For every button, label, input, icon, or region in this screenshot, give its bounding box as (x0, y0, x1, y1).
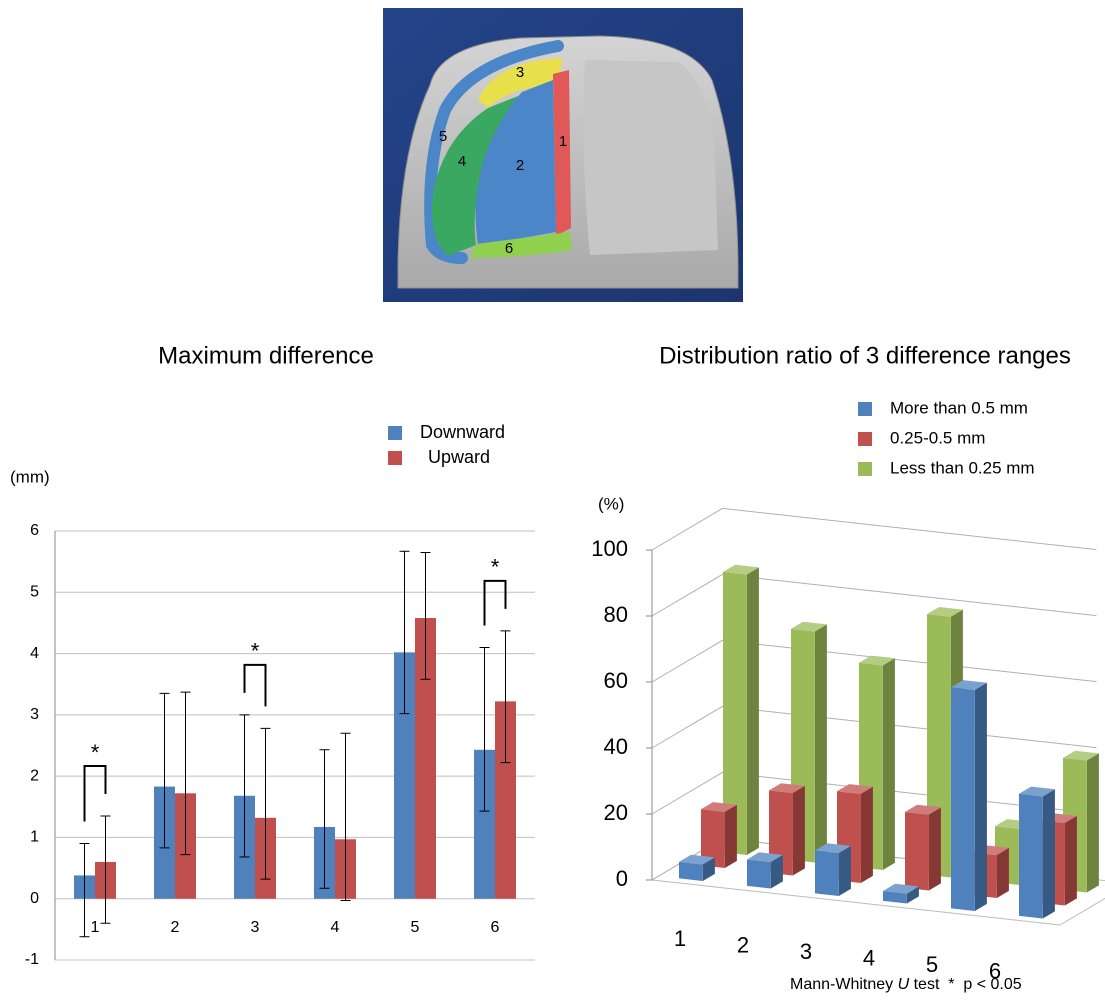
x-tick-label: 6 (491, 919, 500, 936)
region-label: 2 (516, 157, 524, 174)
bar-side (747, 567, 759, 855)
y-tick-label: 20 (604, 800, 628, 825)
x-tick-label: 1 (91, 919, 100, 936)
bar-side (793, 786, 805, 876)
chart-title: Distribution ratio of 3 difference range… (659, 342, 1071, 369)
bar-side (997, 848, 1009, 898)
grid-line (652, 508, 1096, 550)
bar (815, 843, 851, 896)
y-tick-label: 0 (616, 866, 628, 891)
y-tick-label: 2 (30, 767, 39, 784)
x-tick-label: 3 (800, 939, 812, 964)
y-tick-label: 60 (604, 668, 628, 693)
y-tick-label: 4 (30, 645, 39, 662)
y-tick-label: 40 (604, 734, 628, 759)
x-tick-label: 4 (863, 945, 875, 970)
legend-label: More than 0.5 mm (890, 398, 1028, 417)
x-tick-label: 2 (737, 932, 749, 957)
y-tick-label: 80 (604, 602, 628, 627)
x-tick-label: 4 (331, 919, 340, 936)
legend-swatch (388, 451, 402, 465)
x-tick-label: 2 (171, 919, 180, 936)
y-tick-label: -1 (25, 951, 39, 968)
bar-side (839, 846, 851, 896)
legend-swatch (858, 402, 872, 416)
legend-label: Less than 0.25 mm (890, 458, 1035, 477)
y-tick-label: 100 (591, 536, 628, 561)
region-1 (553, 70, 571, 236)
bar-side (1087, 753, 1099, 892)
x-tick-label: 6 (989, 958, 1001, 983)
region-label: 3 (516, 64, 524, 81)
bar-front (679, 862, 703, 881)
significance-bracket (85, 766, 106, 822)
bar-front (1019, 794, 1043, 919)
bar-side (1043, 789, 1055, 918)
y-axis-label: (%) (598, 494, 624, 513)
bar-front (747, 859, 771, 888)
bar-side (1065, 816, 1077, 906)
bar-side (725, 805, 737, 868)
x-tick-label: 1 (674, 926, 686, 951)
y-tick-label: 0 (30, 890, 39, 907)
footnote-part: test * p < 0.05 (909, 976, 1022, 993)
grid-line (652, 574, 1096, 616)
footnote-part: Mann-Whitney (790, 976, 898, 993)
bar-side (929, 807, 941, 890)
legend-label: Downward (420, 422, 505, 442)
chart-title: Maximum difference (158, 342, 374, 369)
bar-side (883, 658, 895, 870)
y-tick-label: 5 (30, 584, 39, 601)
y-tick-label: 1 (30, 829, 39, 846)
region-label: 4 (458, 153, 466, 170)
significance-label: * (91, 740, 100, 765)
legend-swatch (858, 432, 872, 446)
footnote-part: U (898, 976, 910, 993)
x-tick-label: 5 (411, 919, 420, 936)
x-tick-label: 3 (251, 919, 260, 936)
legend-label: Upward (428, 447, 490, 467)
figure: 1 2 3 4 5 6 Maximum difference Distribut… (0, 0, 1105, 1000)
region-label: 1 (559, 133, 567, 150)
significance-bracket (245, 665, 266, 706)
y-tick-label: 3 (30, 706, 39, 723)
bar-side (975, 683, 987, 911)
significance-bracket (485, 581, 506, 626)
bar-front (951, 687, 975, 911)
footnote: Mann-Whitney U test * p < 0.05 (790, 976, 1022, 993)
bar (905, 805, 941, 891)
bar (747, 852, 783, 888)
legend-label: 0.25-0.5 mm (890, 428, 985, 447)
bar (1019, 787, 1055, 919)
legend-swatch (388, 426, 402, 440)
y-axis-label: (mm) (10, 467, 50, 486)
bar-front (905, 812, 929, 891)
y-tick-label: 6 (30, 522, 39, 539)
bar-front (815, 850, 839, 896)
page: 1 2 3 4 5 6 Maximum difference Distribut… (0, 0, 1105, 1000)
region-label: 5 (439, 128, 447, 145)
model-palate (583, 60, 718, 255)
photo: 1 2 3 4 5 6 (383, 8, 743, 302)
x-tick-label: 5 (926, 952, 938, 977)
bar-side (815, 624, 827, 862)
bar (951, 680, 987, 911)
significance-label: * (251, 639, 260, 664)
bar-side (861, 787, 873, 883)
legend-swatch (858, 462, 872, 476)
region-label: 6 (505, 240, 513, 257)
significance-label: * (491, 555, 500, 580)
